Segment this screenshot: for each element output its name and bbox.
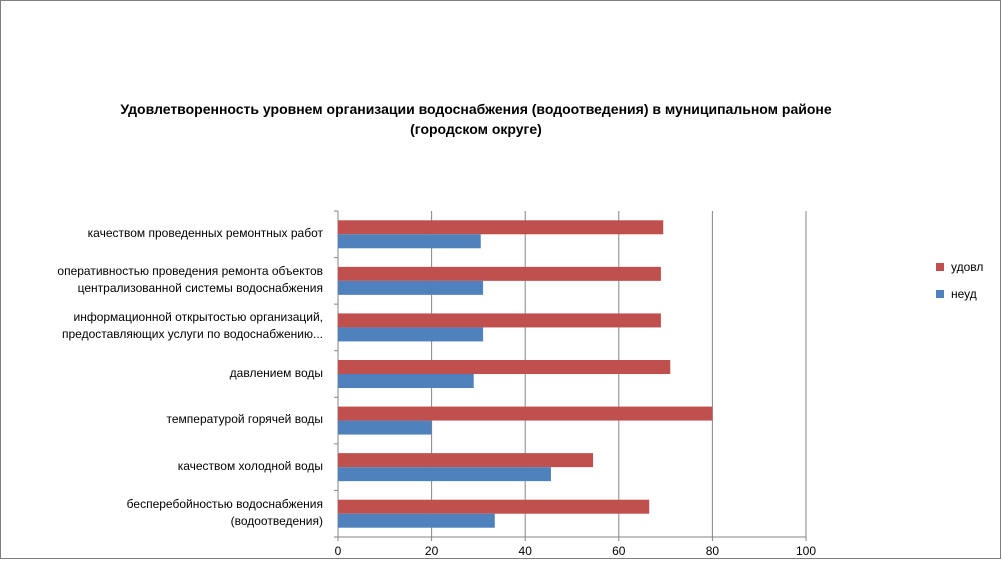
- chart-title-line-1: Удовлетворенность уровнем организации во…: [120, 101, 832, 117]
- legend-swatch-udovl: [936, 263, 944, 271]
- bar-neud: [338, 374, 474, 388]
- x-tick-label: 20: [425, 544, 439, 558]
- category-label: информационной открытостью организаций, п…: [5, 309, 323, 343]
- category-label: бесперебойностью водоснабжения (водоотвед…: [5, 496, 323, 530]
- legend-item-neud: неуд: [936, 287, 977, 301]
- category-label-line: централизованной системы водоснабжения: [77, 280, 323, 295]
- bar-udovl: [338, 406, 713, 421]
- category-label-line: (водоотведения): [230, 513, 323, 528]
- bar-neud: [338, 420, 432, 435]
- x-tick-label: 0: [335, 544, 342, 558]
- bar-udovl: [338, 313, 661, 328]
- bar-udovl: [338, 360, 671, 374]
- x-tick-label: 80: [706, 544, 720, 558]
- category-label-line: бесперебойностью водоснабжения: [126, 496, 323, 511]
- bar-neud: [338, 234, 481, 249]
- category-label-line: температурой горячей воды: [166, 412, 324, 427]
- category-label-line: предоставляющих услуги по водоснабжению.…: [62, 327, 323, 342]
- bar-neud: [338, 327, 484, 342]
- chart-title-line-2: (городском округе): [410, 121, 542, 137]
- bar-neud: [338, 280, 484, 295]
- category-label: давлением воды: [5, 365, 323, 382]
- category-label-line: качеством проведенных ремонтных работ: [87, 225, 323, 240]
- legend-label-udovl: удовл: [951, 260, 984, 274]
- x-tick-label: 100: [796, 544, 816, 558]
- bar-udovl: [338, 220, 664, 235]
- category-label: качеством проведенных ремонтных работ: [5, 225, 323, 242]
- category-label-line: оперативностью проведения ремонта объект…: [57, 263, 323, 278]
- legend-label-neud: неуд: [951, 287, 977, 301]
- x-tick-label: 40: [519, 544, 533, 558]
- bar-neud: [338, 467, 551, 482]
- category-label: оперативностью проведения ремонта объект…: [5, 263, 323, 297]
- chart-title: Удовлетворенность уровнем организации во…: [96, 99, 856, 139]
- bar-neud: [338, 513, 495, 528]
- x-tick-label: 60: [612, 544, 626, 558]
- category-label: температурой горячей воды: [5, 411, 324, 428]
- legend-item-udovl: удовл: [936, 260, 983, 274]
- bar-udovl: [338, 499, 650, 514]
- category-label: качеством холодной воды: [5, 458, 323, 475]
- bar-udovl: [338, 453, 594, 468]
- category-label-line: давлением воды: [229, 365, 323, 380]
- category-label-line: качеством холодной воды: [177, 458, 323, 473]
- category-label-line: информационной открытостью организаций,: [73, 310, 323, 325]
- legend-swatch-neud: [936, 290, 944, 298]
- bar-udovl: [338, 266, 661, 281]
